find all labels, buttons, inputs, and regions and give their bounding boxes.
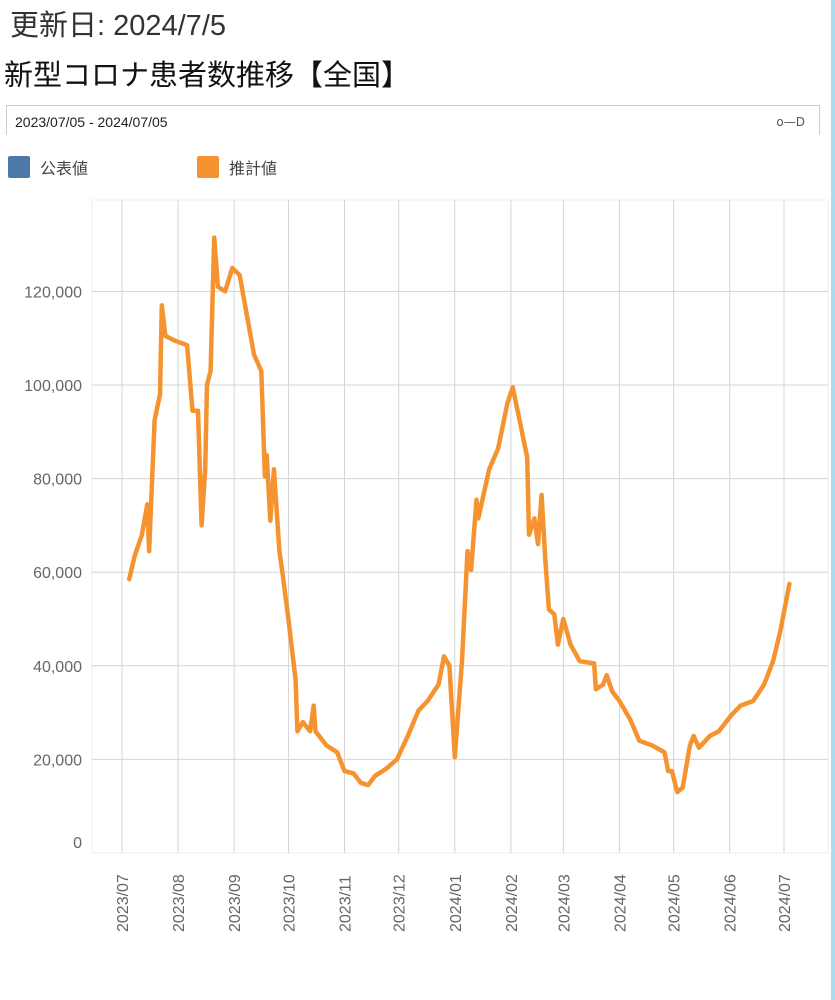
x-tick-label: 2024/03: [556, 874, 573, 932]
x-tick-label: 2024/07: [777, 874, 794, 932]
legend-swatch-orange: [197, 156, 219, 178]
legend-item-official[interactable]: 公表値: [8, 155, 88, 179]
x-tick-label: 2024/04: [612, 874, 629, 932]
x-tick-label: 2023/12: [392, 874, 409, 932]
legend-label: 推計値: [229, 159, 278, 178]
legend-swatch-blue: [8, 156, 30, 178]
date-range-text: 2023/07/05 - 2024/07/05: [15, 114, 168, 130]
y-tick-label: 0: [73, 835, 82, 852]
plot-area: [91, 199, 829, 854]
x-tick-label: 2024/05: [667, 874, 684, 932]
window-edge: [831, 0, 835, 1000]
x-tick-label: 2024/02: [504, 874, 521, 932]
x-tick-label: 2024/01: [448, 874, 465, 932]
y-tick-label: 100,000: [24, 378, 82, 395]
page-title: 新型コロナ患者数推移【全国】: [4, 58, 411, 92]
x-tick-label: 2023/10: [281, 874, 298, 932]
x-tick-label: 2023/07: [115, 874, 132, 932]
y-tick-label: 20,000: [33, 752, 82, 769]
legend-item-estimate[interactable]: 推計値: [197, 155, 277, 179]
x-tick-label: 2023/09: [227, 874, 244, 932]
y-tick-label: 80,000: [33, 472, 82, 489]
series-line-estimate: [126, 235, 792, 795]
y-tick-label: 40,000: [33, 659, 82, 676]
x-tick-label: 2023/08: [171, 874, 188, 932]
legend-label: 公表値: [40, 159, 89, 178]
x-tick-label: 2023/11: [337, 875, 354, 932]
y-tick-label: 120,000: [24, 284, 82, 301]
updated-date: 更新日: 2024/7/5: [10, 10, 226, 42]
date-range-selector[interactable]: 2023/07/05 - 2024/07/05 o—D: [6, 105, 820, 135]
x-tick-label: 2024/06: [723, 874, 740, 932]
slider-handle-icon[interactable]: o—D: [776, 115, 805, 129]
y-tick-label: 60,000: [33, 565, 82, 582]
